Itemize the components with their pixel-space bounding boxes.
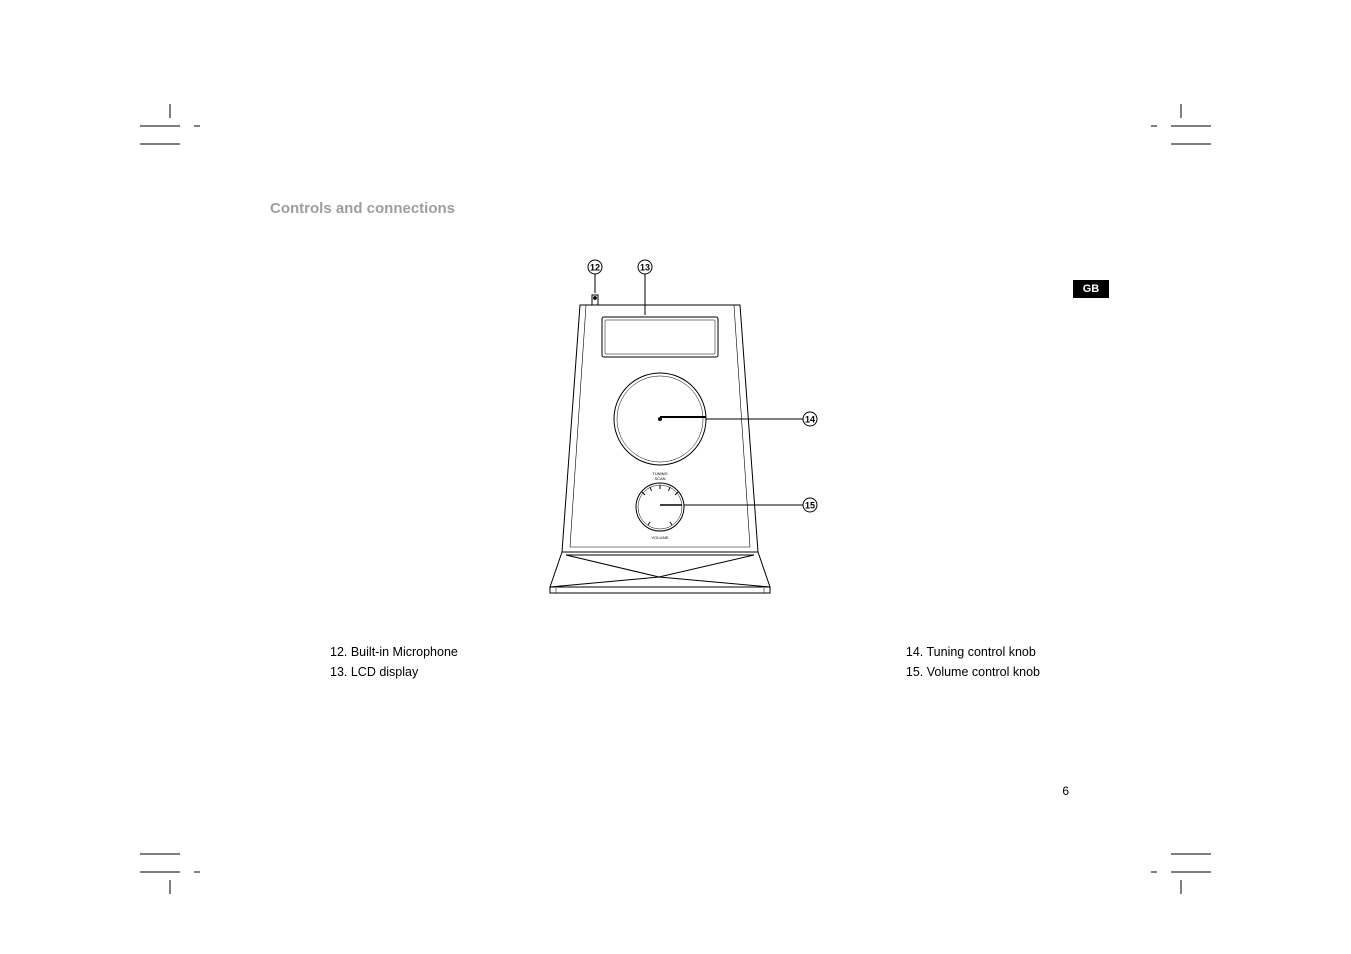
legend: 12. Built-in Microphone 13. LCD display … [270,642,1070,682]
svg-text:15: 15 [805,501,815,511]
crop-mark-bl [140,834,220,894]
crop-mark-br [1131,834,1211,894]
legend-item: 12. Built-in Microphone [330,642,458,662]
crop-mark-tl [140,104,220,164]
language-badge: GB [1073,280,1109,298]
legend-item: 14. Tuning control knob [906,642,1040,662]
svg-text:14: 14 [805,415,815,425]
crop-mark-tr [1131,104,1211,164]
section-title: Controls and connections [270,200,1070,217]
svg-text:12: 12 [590,263,600,273]
svg-text:13: 13 [640,263,650,273]
svg-text:VOLUME: VOLUME [652,535,669,540]
device-diagram: TUNING SCAN VOLUME [430,247,910,607]
legend-right: 14. Tuning control knob 15. Volume contr… [906,642,1040,682]
svg-text:SCAN: SCAN [654,476,665,481]
page-number: 6 [1062,784,1069,798]
legend-item: 15. Volume control knob [906,662,1040,682]
legend-left: 12. Built-in Microphone 13. LCD display [330,642,458,682]
legend-item: 13. LCD display [330,662,458,682]
